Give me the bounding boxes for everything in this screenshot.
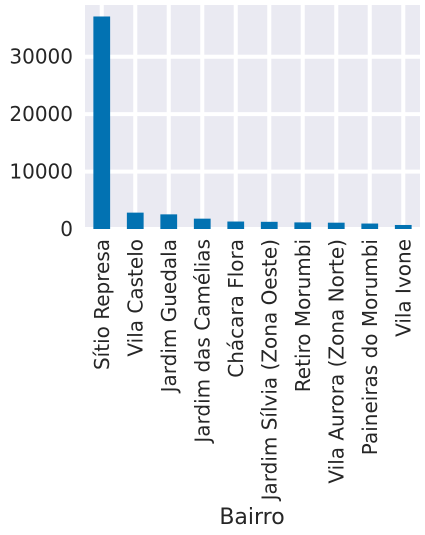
bar [93,16,111,229]
y-tick-label: 20000 [9,102,73,126]
plot-background [85,5,420,229]
bar [160,214,178,229]
bar [126,212,144,229]
x-tick-label: Jardim das Camélias [190,239,214,445]
bar [193,218,211,229]
x-axis-label: Bairro [219,505,284,530]
x-tick-label: Jardim Guedala [157,239,181,394]
x-tick-labels: Sítio Represa Vila Castelo Jardim Guedala J… [90,239,416,502]
x-tick-label: Vila Castelo [123,239,147,357]
x-tick-label: Sítio Represa [90,239,114,370]
y-tick-label: 10000 [9,160,73,184]
x-tick-label: Retiro Morumbi [291,239,315,392]
x-tick-label: Jardim Sílvia (Zona Oeste) [257,239,281,502]
bar [327,222,345,229]
x-tick-label: Vila Aurora (Zona Norte) [324,239,348,484]
x-tick-label: Chácara Flora [224,239,248,378]
grid-lines [85,5,420,231]
bar [294,222,312,229]
bars [93,16,412,229]
y-tick-labels: 0 10000 20000 30000 [9,45,73,241]
x-tick-label: Vila Ivone [391,239,415,337]
bar [361,223,379,229]
y-tick-label: 0 [60,217,73,241]
bar [394,224,412,229]
bar [227,221,245,229]
y-tick-label: 30000 [9,45,73,69]
bar [260,221,278,229]
x-tick-label: Paineiras do Morumbi [358,239,382,455]
